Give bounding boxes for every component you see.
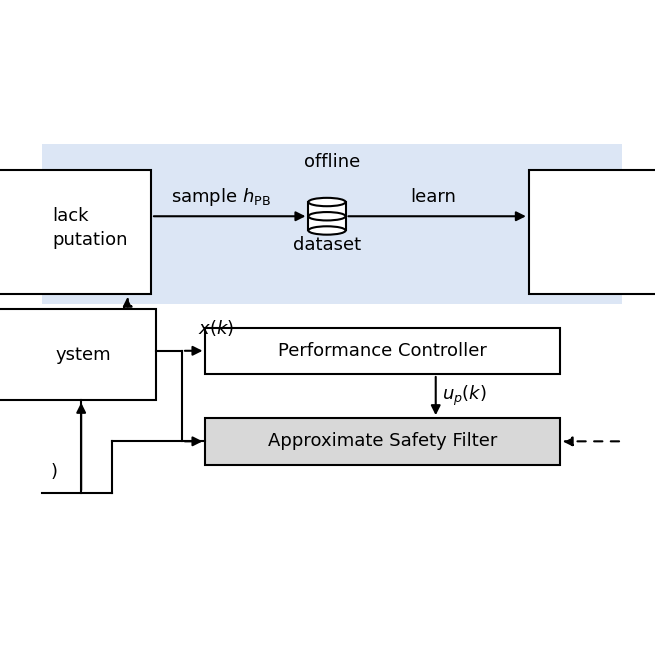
Bar	[0, 309, 156, 400]
Ellipse shape	[309, 198, 346, 206]
Text: Performance Controller: Performance Controller	[278, 342, 487, 360]
Bar	[206, 328, 560, 374]
Text: Approximate Safety Filter: Approximate Safety Filter	[268, 432, 497, 451]
Bar	[309, 202, 346, 231]
Text: putation: putation	[52, 231, 128, 248]
Bar	[43, 144, 622, 304]
Ellipse shape	[309, 212, 346, 221]
Text: lack: lack	[52, 207, 89, 225]
Text: sample $h_{\mathrm{PB}}$: sample $h_{\mathrm{PB}}$	[171, 185, 271, 208]
Text: $x(k)$: $x(k)$	[198, 318, 234, 338]
Bar	[206, 418, 560, 464]
Text: dataset: dataset	[293, 236, 361, 253]
Text: ): )	[50, 463, 57, 481]
Ellipse shape	[309, 226, 346, 234]
Text: ystem: ystem	[55, 346, 111, 364]
Text: offline: offline	[304, 153, 360, 171]
Bar	[529, 170, 655, 294]
Bar	[0, 170, 151, 294]
Text: $u_p(k)$: $u_p(k)$	[442, 384, 487, 408]
Text: learn: learn	[410, 187, 456, 206]
